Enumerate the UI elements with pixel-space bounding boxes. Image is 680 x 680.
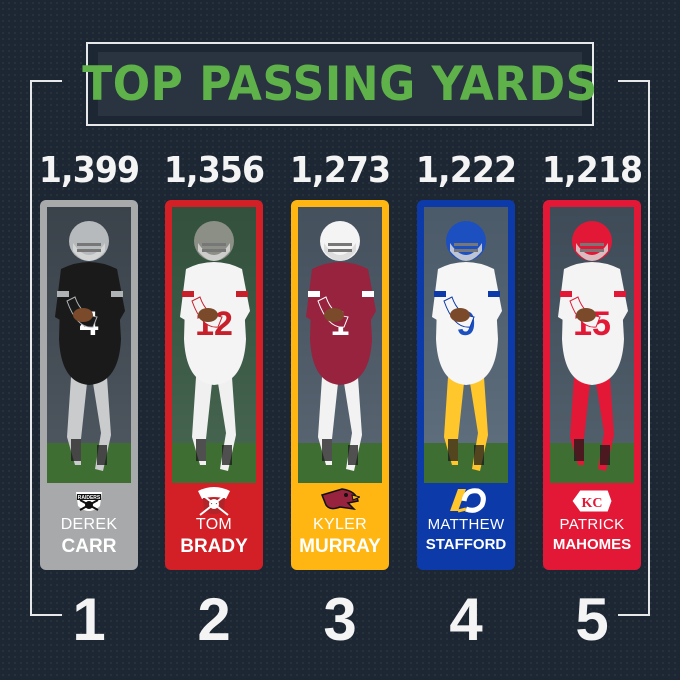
rams-logo bbox=[417, 484, 515, 518]
svg-text:RAIDERS: RAIDERS bbox=[78, 495, 101, 501]
player-card: 1 KYLER MURRAY bbox=[291, 200, 389, 570]
player-first-name: MATTHEW bbox=[427, 516, 505, 533]
svg-text:KC: KC bbox=[582, 496, 603, 511]
player-last-name: BRADY bbox=[180, 536, 248, 557]
cardinals-logo bbox=[291, 484, 389, 518]
title-box: TOP PASSING YARDS bbox=[82, 42, 597, 126]
player-photo: 12 bbox=[172, 207, 256, 483]
passing-yards-value: 1,356 bbox=[163, 150, 265, 191]
passing-yards-value: 1,222 bbox=[415, 150, 517, 191]
player-photo: 15 bbox=[550, 207, 634, 483]
player-card: 15 KC PATRICK MAHOMES bbox=[543, 200, 641, 570]
rank-number: 5 bbox=[575, 586, 609, 653]
frame-bracket-left bbox=[30, 80, 62, 616]
passing-yards-value: 1,218 bbox=[541, 150, 643, 191]
player-card: 9 MATTHEW STAFFORD bbox=[417, 200, 515, 570]
player-card: 4 RAIDERS DEREK CARR bbox=[40, 200, 138, 570]
chiefs-logo: KC bbox=[543, 484, 641, 518]
passing-yards-value: 1,399 bbox=[38, 150, 140, 191]
passing-yards-value: 1,273 bbox=[289, 150, 391, 191]
player-photo: 1 bbox=[298, 207, 382, 483]
player-last-name: MAHOMES bbox=[552, 536, 632, 553]
raiders-logo: RAIDERS bbox=[40, 484, 138, 518]
buccaneers-logo bbox=[165, 484, 263, 518]
player-first-name: DEREK bbox=[60, 516, 118, 533]
player-photo: 9 bbox=[424, 207, 508, 483]
player-last-name: MURRAY bbox=[299, 536, 381, 557]
rank-number: 4 bbox=[449, 586, 483, 653]
page-title: TOP PASSING YARDS bbox=[82, 56, 598, 112]
player-card: 12 TOM BRADY bbox=[165, 200, 263, 570]
rank-number: 1 bbox=[72, 586, 106, 653]
rank-number: 2 bbox=[197, 586, 231, 653]
frame-bracket-right bbox=[618, 80, 650, 616]
player-first-name: TOM bbox=[195, 516, 233, 533]
player-first-name: KYLER bbox=[313, 516, 367, 533]
player-last-name: STAFFORD bbox=[425, 536, 507, 553]
player-first-name: PATRICK bbox=[559, 516, 625, 533]
rank-number: 3 bbox=[323, 586, 357, 653]
player-last-name: CARR bbox=[61, 536, 117, 557]
player-photo: 4 bbox=[47, 207, 131, 483]
